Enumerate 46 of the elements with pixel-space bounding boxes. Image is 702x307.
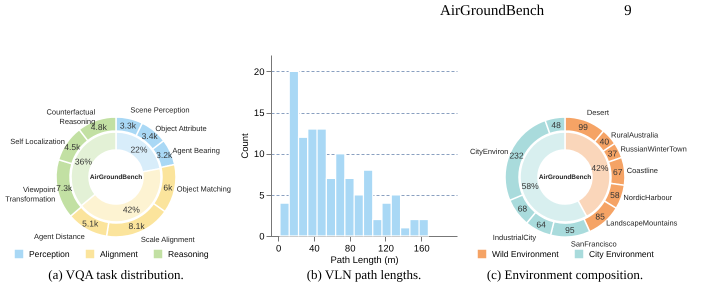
y-tick-label: 15 xyxy=(254,108,264,120)
x-tick-label: 80 xyxy=(344,244,356,254)
data-label: 7.3k xyxy=(56,183,73,194)
data-label: 58 xyxy=(610,190,620,200)
data-label: 36% xyxy=(74,156,92,167)
text: AirGroundBench xyxy=(440,3,544,19)
data-label: 4.5k xyxy=(64,142,82,152)
data-label: 3.4k xyxy=(142,131,158,142)
data-label: 99 xyxy=(578,122,588,132)
data-label: 95 xyxy=(565,224,575,235)
data-label: 67 xyxy=(613,166,623,177)
legend-label: City Environment xyxy=(589,249,654,259)
y-tick-label: 5 xyxy=(259,190,264,202)
legend-label: Perception xyxy=(29,249,70,259)
data-label: 8.1k xyxy=(128,220,146,231)
y-tick-label: 10 xyxy=(254,149,264,160)
x-tick-label: 40 xyxy=(309,244,320,254)
legend-label: Alignment xyxy=(100,249,138,259)
text: 9 xyxy=(624,3,632,19)
data-label: 68 xyxy=(518,204,528,214)
data-label: 58% xyxy=(522,180,540,191)
data-label: 232 xyxy=(509,150,524,161)
data-label: 40 xyxy=(600,136,610,147)
data-label: 6k xyxy=(163,182,174,193)
data-label: 3.2k xyxy=(156,150,173,160)
x-tick-label: 0 xyxy=(276,244,282,254)
data-label: 42% xyxy=(122,204,140,215)
y-tick-label: 0 xyxy=(259,232,264,242)
x-tick-label: 120 xyxy=(378,244,394,254)
text: (a) VQA task distribution. xyxy=(47,267,185,283)
data-label: 42% xyxy=(591,163,609,174)
text: (c) Environment composition. xyxy=(486,267,644,283)
y-axis-title: Count xyxy=(240,132,251,159)
data-label: 5.1k xyxy=(82,218,99,228)
data-label: 64 xyxy=(536,219,546,230)
text: (b) VLN path lengths. xyxy=(306,267,422,283)
data-label: 22% xyxy=(130,144,148,154)
legend-label: Wild Environment xyxy=(492,249,560,259)
data-label: 3.3k xyxy=(120,120,137,130)
data-label: 85 xyxy=(595,212,606,222)
x-tick-label: 160 xyxy=(414,244,430,254)
y-tick-label: 20 xyxy=(254,66,264,78)
data-label: 37 xyxy=(608,148,618,158)
x-axis-title: Path Length (m) xyxy=(330,255,399,266)
data-label: 48 xyxy=(551,120,562,130)
legend-label: Reasoning xyxy=(168,249,209,259)
